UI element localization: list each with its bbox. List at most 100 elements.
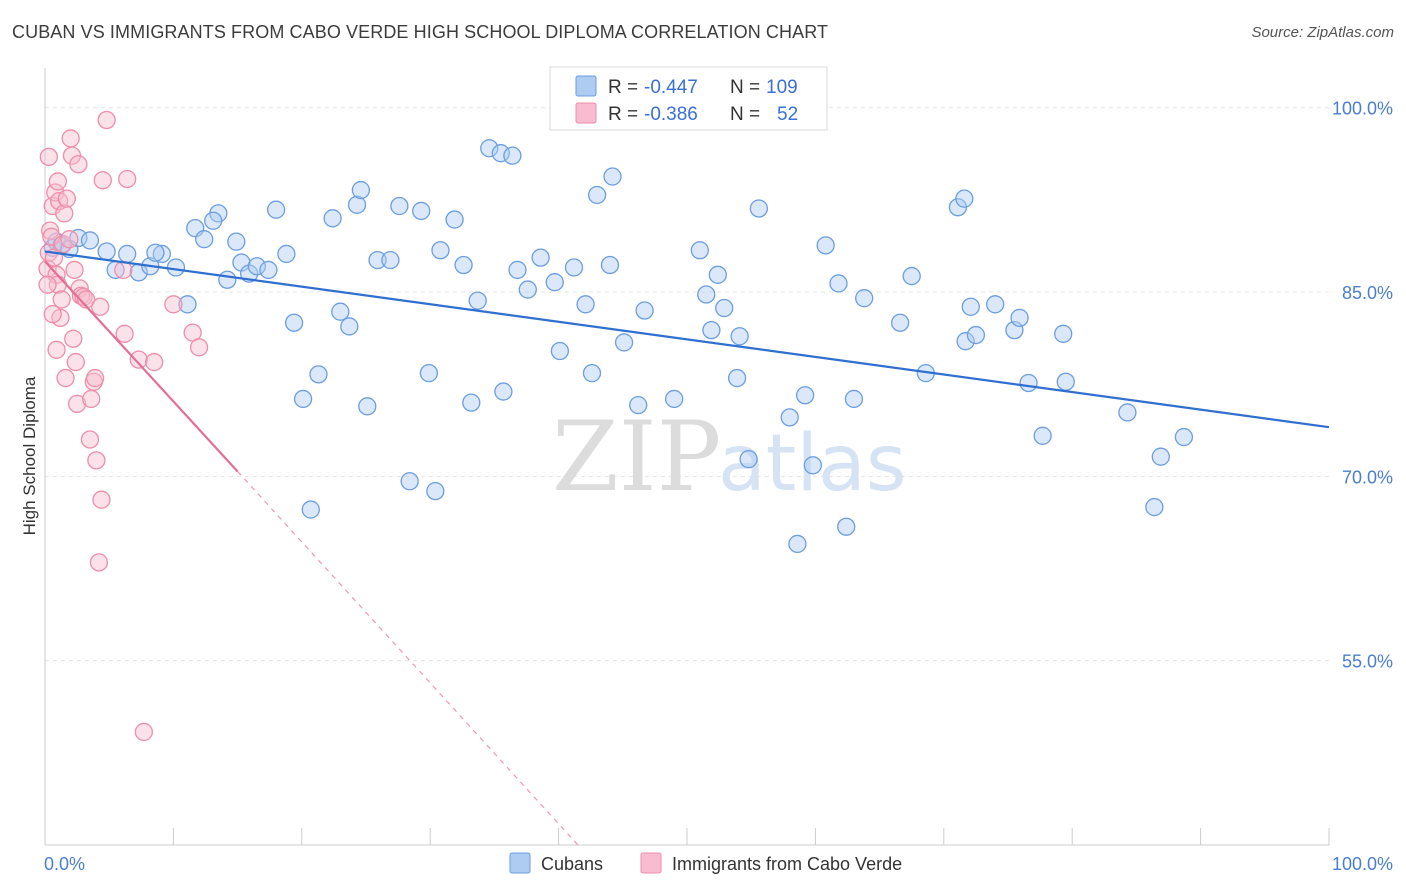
cubans-point-85 [855, 289, 874, 308]
cubans-point-91 [961, 297, 980, 316]
cubans-point-96 [1010, 308, 1029, 327]
cabo-verde-point-6 [46, 183, 65, 202]
cubans-point-104 [1174, 427, 1194, 447]
cubans-point-101 [1118, 403, 1137, 422]
legend-n-label-1: N = [730, 77, 760, 98]
cubans-point-83 [837, 517, 856, 536]
x-tick-label-max: 100.0% [1332, 854, 1393, 874]
cubans-point-92 [956, 332, 975, 351]
cubans-point-23 [247, 257, 267, 276]
cubans-point-27 [284, 313, 304, 332]
cabo-verde-point-43 [144, 352, 164, 372]
cubans-point-41 [412, 201, 431, 221]
chart-title: CUBAN VS IMMIGRANTS FROM CABO VERDE HIGH… [12, 22, 829, 42]
cubans-point-93 [966, 325, 986, 345]
cubans-point-97 [1019, 373, 1038, 393]
cubans-point-6 [97, 242, 116, 261]
cubans-point-98 [1033, 426, 1052, 445]
cabo-verde-point-44 [164, 295, 183, 314]
cubans-point-90 [955, 189, 974, 208]
cabo-verde-point-19 [64, 329, 83, 348]
cubans-point-72 [715, 298, 734, 318]
cubans-point-54 [518, 280, 537, 299]
cabo-verde-point-37 [97, 110, 116, 130]
cubans-point-75 [739, 450, 758, 469]
cubans-point-86 [890, 313, 910, 332]
cubans-point-55 [531, 248, 550, 267]
cubans-point-68 [690, 241, 709, 260]
cubans-point-60 [582, 363, 602, 383]
cubans-point-94 [986, 295, 1005, 314]
cubans-point-34 [347, 195, 367, 214]
legend-r-label-2: R = [608, 104, 638, 125]
cubans-point-76 [749, 199, 769, 218]
cubans-point-14 [178, 295, 197, 314]
cubans-point-71 [708, 265, 727, 284]
cubans-point-45 [445, 210, 464, 229]
cubans-point-57 [550, 341, 570, 361]
cubans-point-13 [166, 258, 186, 277]
cubans-point-26 [277, 244, 296, 264]
cubans-point-28 [293, 389, 313, 409]
gridlines [45, 107, 1329, 662]
bottom-legend-swatch-cabo-verde [640, 852, 662, 874]
watermark: ZIP atlas [552, 401, 907, 513]
watermark-atlas: atlas [718, 419, 907, 509]
legend-box: R = -0.447 N = 109 R = -0.386 N = 52 [549, 66, 828, 131]
cubans-point-102 [1145, 497, 1164, 517]
cubans-point-16 [195, 230, 214, 249]
legend-r-value-1: -0.447 [644, 77, 698, 98]
cubans-point-78 [788, 534, 807, 554]
cubans-point-69 [697, 285, 716, 304]
cubans-point-67 [665, 389, 684, 409]
cabo-verde-point-46 [189, 338, 209, 357]
cubans-point-37 [368, 250, 387, 270]
cabo-verde-point-50 [39, 147, 59, 167]
cubans-point-62 [603, 167, 622, 186]
cubans-point-81 [816, 236, 835, 255]
bottom-legend-swatch-cubans [509, 852, 531, 874]
cubans-point-42 [419, 363, 439, 383]
cubans-point-74 [730, 327, 749, 346]
x-tick-label-min: 0.0% [44, 854, 85, 874]
cubans-point-49 [480, 139, 499, 158]
cabo-verde-point-2 [40, 221, 60, 240]
legend-swatch-cubans [575, 75, 597, 97]
watermark-zip: ZIP [552, 401, 721, 513]
cubans-point-12 [146, 243, 165, 262]
cubans-point-65 [629, 395, 648, 415]
cabo-verde-point-39 [115, 324, 134, 343]
cabo-verde-trend-extension [237, 471, 579, 846]
cubans-point-35 [351, 180, 371, 200]
legend-n-value-2: 52 [777, 104, 798, 125]
cubans-point-63 [600, 255, 620, 275]
cubans-point-79 [795, 386, 815, 405]
legend-swatch-cabo-verde [575, 102, 597, 124]
cabo-verde-point-16 [60, 230, 79, 249]
cubans-point-73 [727, 368, 747, 388]
cubans-point-52 [503, 146, 522, 165]
cabo-verde-points [38, 110, 209, 742]
y-tick-label-1: 85.0% [1342, 283, 1393, 303]
cabo-verde-trend-line [44, 260, 239, 473]
cubans-point-20 [227, 232, 246, 251]
legend-r-value-2: -0.386 [644, 104, 698, 125]
cabo-verde-point-28 [80, 430, 100, 449]
cubans-point-70 [702, 320, 721, 340]
bottom-legend-label-cubans: Cubans [541, 854, 603, 874]
cubans-point-25 [266, 200, 286, 219]
cubans-point-24 [259, 260, 278, 280]
cubans-point-51 [494, 382, 513, 401]
cubans-point-38 [381, 250, 400, 270]
cabo-verde-point-33 [89, 553, 109, 572]
cabo-verde-point-20 [65, 260, 84, 280]
cabo-verde-point-34 [91, 297, 110, 316]
chart-source: Source: ZipAtlas.com [1251, 24, 1394, 41]
bottom-legend-label-cabo-verde: Immigrants from Cabo Verde [672, 854, 902, 874]
legend-n-value-1: 109 [766, 77, 798, 98]
cubans-point-87 [902, 266, 921, 286]
cabo-verde-point-48 [47, 340, 66, 359]
bottom-legend: Cubans Immigrants from Cabo Verde [509, 852, 902, 874]
cubans-point-77 [780, 408, 799, 427]
